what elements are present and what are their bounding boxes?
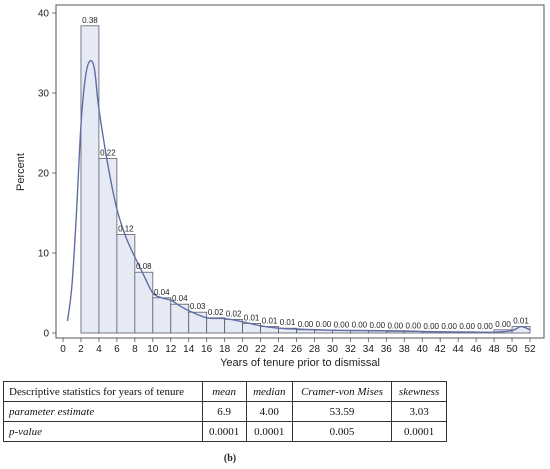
bars-layer	[80, 25, 531, 334]
table-cell: 0.0001	[391, 421, 447, 442]
y-tick-label: 10	[38, 249, 50, 260]
data-label: 0.00	[387, 321, 403, 330]
x-tick-label: 10	[147, 344, 159, 355]
x-tick-label: 50	[506, 344, 518, 355]
x-tick-label: 40	[417, 344, 429, 355]
histogram-bar	[134, 271, 154, 334]
histogram-bar	[296, 329, 315, 334]
x-tick-label: 12	[165, 344, 177, 355]
data-label: 0.01	[244, 313, 260, 322]
x-tick-label: 34	[363, 344, 375, 355]
table-header-cell: skewness	[391, 381, 447, 402]
x-tick-label: 8	[132, 344, 138, 355]
x-tick-label: 22	[255, 344, 267, 355]
histogram-chart: 0.380.220.120.080.040.040.030.02 0.02 0.01…	[15, 4, 545, 369]
data-label: 0.02	[208, 308, 224, 317]
x-tick-label: 28	[309, 344, 321, 355]
x-tick-label: 4	[96, 344, 102, 355]
data-label: 0.00	[352, 321, 368, 330]
y-tick-label: 0	[43, 329, 49, 340]
x-tick-label: 32	[345, 344, 357, 355]
x-tick-label: 18	[219, 344, 231, 355]
table-row-label: p-value	[3, 421, 203, 442]
x-tick-label: 36	[381, 344, 393, 355]
x-tick-label: 0	[60, 344, 66, 355]
table-header-cell: Cramer-von Mises	[291, 381, 393, 402]
histogram-bar	[170, 303, 190, 334]
x-tick-label: 16	[201, 344, 213, 355]
x-tick-label: 38	[399, 344, 411, 355]
x-tick-label: 14	[183, 344, 195, 355]
data-label: 0.00	[477, 322, 493, 331]
data-label: 0.00	[495, 320, 511, 329]
table-cell: 3.03	[391, 401, 447, 422]
x-axis: 0 2 4 6 8 10 12 14 16 18 20 22 24 26 28 30 32 34 36 38 40 42 4…	[60, 338, 536, 355]
histogram-bar	[206, 317, 226, 334]
table-row-label: parameter estimate	[3, 401, 203, 422]
data-label: 0.03	[190, 302, 206, 311]
y-tick-label: 20	[38, 169, 50, 180]
table-cell: 53.59	[291, 401, 393, 422]
y-tick-label: 30	[38, 89, 50, 100]
descriptive-stats-table: Descriptive statistics for years of tenu…	[3, 381, 447, 442]
data-label: 0.00	[405, 321, 421, 330]
histogram-bar	[152, 297, 172, 334]
x-tick-label: 6	[114, 344, 120, 355]
table-cell: 0.0001	[245, 421, 293, 442]
x-axis-label: Years of tenure prior to dismissal	[220, 357, 380, 369]
x-tick-label: 44	[453, 344, 465, 355]
data-label: 0.01	[280, 318, 296, 327]
x-tick-label: 26	[291, 344, 303, 355]
data-label: 0.01	[262, 317, 278, 326]
data-label: 0.00	[316, 320, 332, 329]
figure-caption: (b)	[223, 453, 237, 464]
x-tick-label: 20	[237, 344, 249, 355]
histogram-bar	[98, 158, 118, 334]
table-header-cell: Descriptive statistics for years of tenu…	[3, 381, 203, 402]
data-label: 0.08	[136, 262, 152, 271]
data-label: 0.02	[226, 309, 242, 318]
data-label: 0.12	[118, 225, 134, 234]
data-labels-layer: 0.380.220.120.080.040.040.030.02 0.02 0.01…	[82, 16, 529, 331]
table-cell: 0.005	[291, 421, 393, 442]
table-cell: 4.00	[245, 401, 293, 422]
x-tick-label: 30	[327, 344, 339, 355]
table-row: parameter estimate 6.9 4.00 53.59 3.03	[3, 401, 447, 422]
data-label: 0.04	[172, 294, 188, 303]
data-label: 0.00	[370, 321, 386, 330]
data-label: 0.00	[423, 322, 439, 331]
y-tick-label: 40	[38, 9, 50, 20]
data-label: 0.04	[154, 288, 170, 297]
histogram-bar	[80, 25, 100, 334]
x-tick-label: 24	[273, 344, 285, 355]
data-label: 0.38	[82, 16, 98, 25]
table-row: p-value 0.0001 0.0001 0.005 0.0001	[3, 421, 447, 442]
data-label: 0.00	[441, 322, 457, 331]
table-header-row: Descriptive statistics for years of tenu…	[3, 381, 447, 402]
table-header-cell: median	[245, 381, 293, 402]
density-curve	[66, 59, 531, 334]
data-label: 0.01	[513, 317, 529, 326]
x-tick-label: 48	[489, 344, 501, 355]
x-tick-label: 2	[78, 344, 84, 355]
data-label: 0.00	[298, 320, 314, 329]
x-tick-label: 46	[471, 344, 483, 355]
data-label: 0.00	[334, 321, 350, 330]
x-tick-label: 52	[524, 344, 536, 355]
data-label: 0.00	[459, 322, 475, 331]
table-cell: 0.0001	[201, 421, 247, 442]
y-axis: 0 10 20 30 40	[38, 9, 56, 340]
y-axis-label: Percent	[15, 153, 27, 191]
density-curve-layer	[66, 59, 531, 334]
x-tick-label: 42	[435, 344, 447, 355]
table-cell: 6.9	[201, 401, 247, 422]
histogram-bar	[116, 234, 136, 334]
table-header-cell: mean	[201, 381, 247, 402]
data-label: 0.22	[100, 149, 116, 158]
